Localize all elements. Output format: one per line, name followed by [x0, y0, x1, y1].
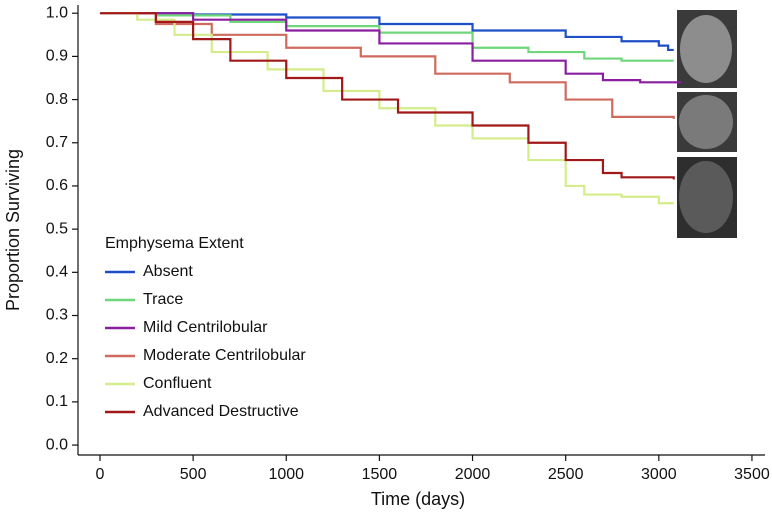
- survival-line: [99, 12, 675, 120]
- x-tick-label: 1500: [362, 466, 398, 483]
- x-tick-label: 3000: [641, 466, 677, 483]
- survival-line: [99, 12, 674, 205]
- y-tick-label: 0.4: [46, 264, 68, 281]
- legend-label: Moderate Centrilobular: [143, 347, 306, 364]
- y-tick-label: 0.2: [46, 350, 68, 367]
- x-tick-label: 1000: [268, 466, 304, 483]
- x-tick-label: 3500: [734, 466, 770, 483]
- legend-label: Advanced Destructive: [143, 403, 299, 420]
- x-tick-label: 2500: [548, 466, 584, 483]
- legend-label: Absent: [143, 263, 193, 280]
- y-tick-label: 0.5: [46, 220, 68, 237]
- legend-label: Trace: [143, 291, 183, 308]
- survival-line: [99, 12, 674, 52]
- legend-label: Mild Centrilobular: [143, 319, 268, 336]
- survival-line: [99, 12, 674, 62]
- y-tick-label: 0.6: [46, 177, 68, 194]
- survival-line: [99, 12, 682, 84]
- ct-images: [677, 10, 737, 238]
- y-tick-label: 0.9: [46, 48, 68, 65]
- ct-image: [679, 161, 733, 233]
- ct-image: [679, 95, 733, 149]
- y-tick-label: 0.1: [46, 393, 68, 410]
- y-tick-label: 0.8: [46, 91, 68, 108]
- x-axis-label: Time (days): [371, 489, 465, 509]
- y-tick-label: 0.3: [46, 307, 68, 324]
- legend-label: Confluent: [143, 375, 212, 392]
- y-tick-label: 0.0: [46, 436, 68, 453]
- y-axis-label: Proportion Surviving: [3, 149, 23, 311]
- x-tick-label: 0: [96, 466, 105, 483]
- y-tick-label: 1.0: [46, 4, 68, 21]
- ct-image: [680, 15, 732, 83]
- x-tick-label: 500: [180, 466, 207, 483]
- x-tick-label: 2000: [455, 466, 491, 483]
- survival-line: [99, 12, 675, 180]
- legend-title: Emphysema Extent: [105, 235, 244, 252]
- y-tick-label: 0.7: [46, 134, 68, 151]
